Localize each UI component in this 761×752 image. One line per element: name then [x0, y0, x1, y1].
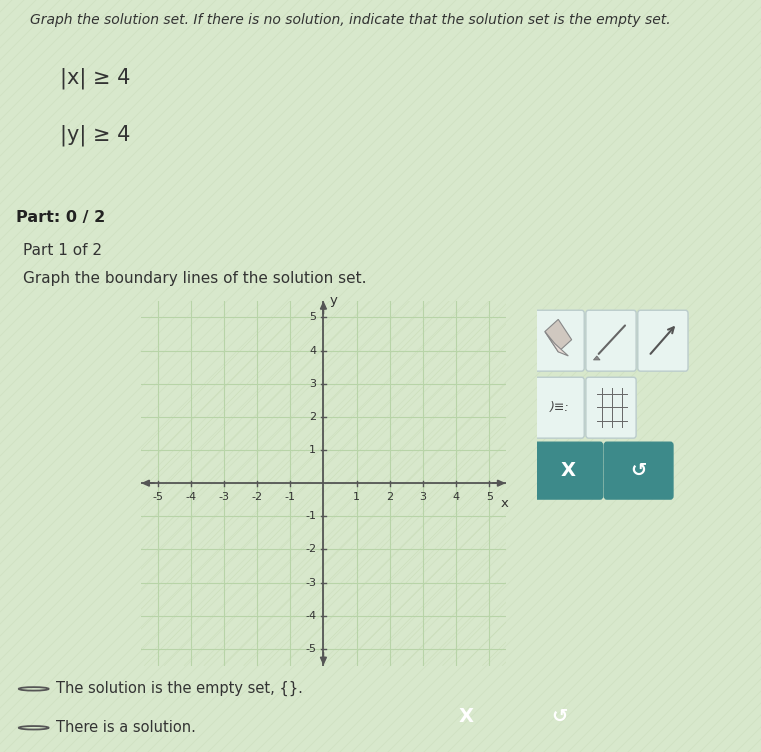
- FancyBboxPatch shape: [604, 442, 673, 499]
- Text: X: X: [561, 461, 576, 480]
- Text: -2: -2: [252, 493, 263, 502]
- FancyBboxPatch shape: [534, 442, 603, 499]
- FancyArrow shape: [143, 481, 154, 486]
- Text: |y| ≥ 4: |y| ≥ 4: [60, 124, 130, 146]
- Text: ↺: ↺: [630, 461, 647, 480]
- Text: )≡:: )≡:: [549, 402, 569, 414]
- FancyBboxPatch shape: [638, 311, 688, 371]
- Text: 5: 5: [309, 312, 316, 323]
- FancyArrow shape: [492, 481, 504, 486]
- Polygon shape: [594, 356, 600, 360]
- Text: -4: -4: [305, 611, 316, 621]
- Text: 2: 2: [309, 412, 316, 422]
- Text: 4: 4: [309, 345, 316, 356]
- FancyBboxPatch shape: [586, 378, 636, 438]
- Polygon shape: [545, 320, 572, 352]
- Text: X: X: [459, 707, 473, 726]
- FancyBboxPatch shape: [534, 378, 584, 438]
- Text: -4: -4: [185, 493, 196, 502]
- Text: -2: -2: [305, 544, 316, 554]
- Text: -1: -1: [285, 493, 296, 502]
- Text: 4: 4: [453, 493, 460, 502]
- Text: ↺: ↺: [552, 707, 568, 726]
- Text: Graph the solution set. If there is no solution, indicate that the solution set : Graph the solution set. If there is no s…: [30, 13, 670, 27]
- Text: Part 1 of 2: Part 1 of 2: [23, 243, 101, 258]
- FancyArrow shape: [320, 652, 326, 664]
- Text: There is a solution.: There is a solution.: [56, 720, 196, 735]
- Text: 1: 1: [309, 445, 316, 455]
- Text: -1: -1: [305, 511, 316, 521]
- FancyBboxPatch shape: [586, 311, 636, 371]
- Text: -5: -5: [305, 644, 316, 654]
- Text: Graph the boundary lines of the solution set.: Graph the boundary lines of the solution…: [23, 271, 366, 287]
- Text: 5: 5: [486, 493, 492, 502]
- FancyArrow shape: [320, 302, 326, 314]
- Text: 2: 2: [386, 493, 393, 502]
- Text: Part: 0 / 2: Part: 0 / 2: [17, 210, 106, 225]
- Text: -3: -3: [218, 493, 230, 502]
- Text: 3: 3: [309, 379, 316, 389]
- Text: x: x: [500, 497, 508, 510]
- FancyBboxPatch shape: [534, 311, 584, 371]
- Text: 3: 3: [419, 493, 426, 502]
- Text: y: y: [330, 294, 337, 308]
- Text: |x| ≥ 4: |x| ≥ 4: [60, 68, 130, 89]
- Text: 1: 1: [353, 493, 360, 502]
- Text: -3: -3: [305, 578, 316, 587]
- Text: The solution is the empty set, {}.: The solution is the empty set, {}.: [56, 681, 303, 696]
- Text: -5: -5: [152, 493, 163, 502]
- Polygon shape: [545, 332, 568, 356]
